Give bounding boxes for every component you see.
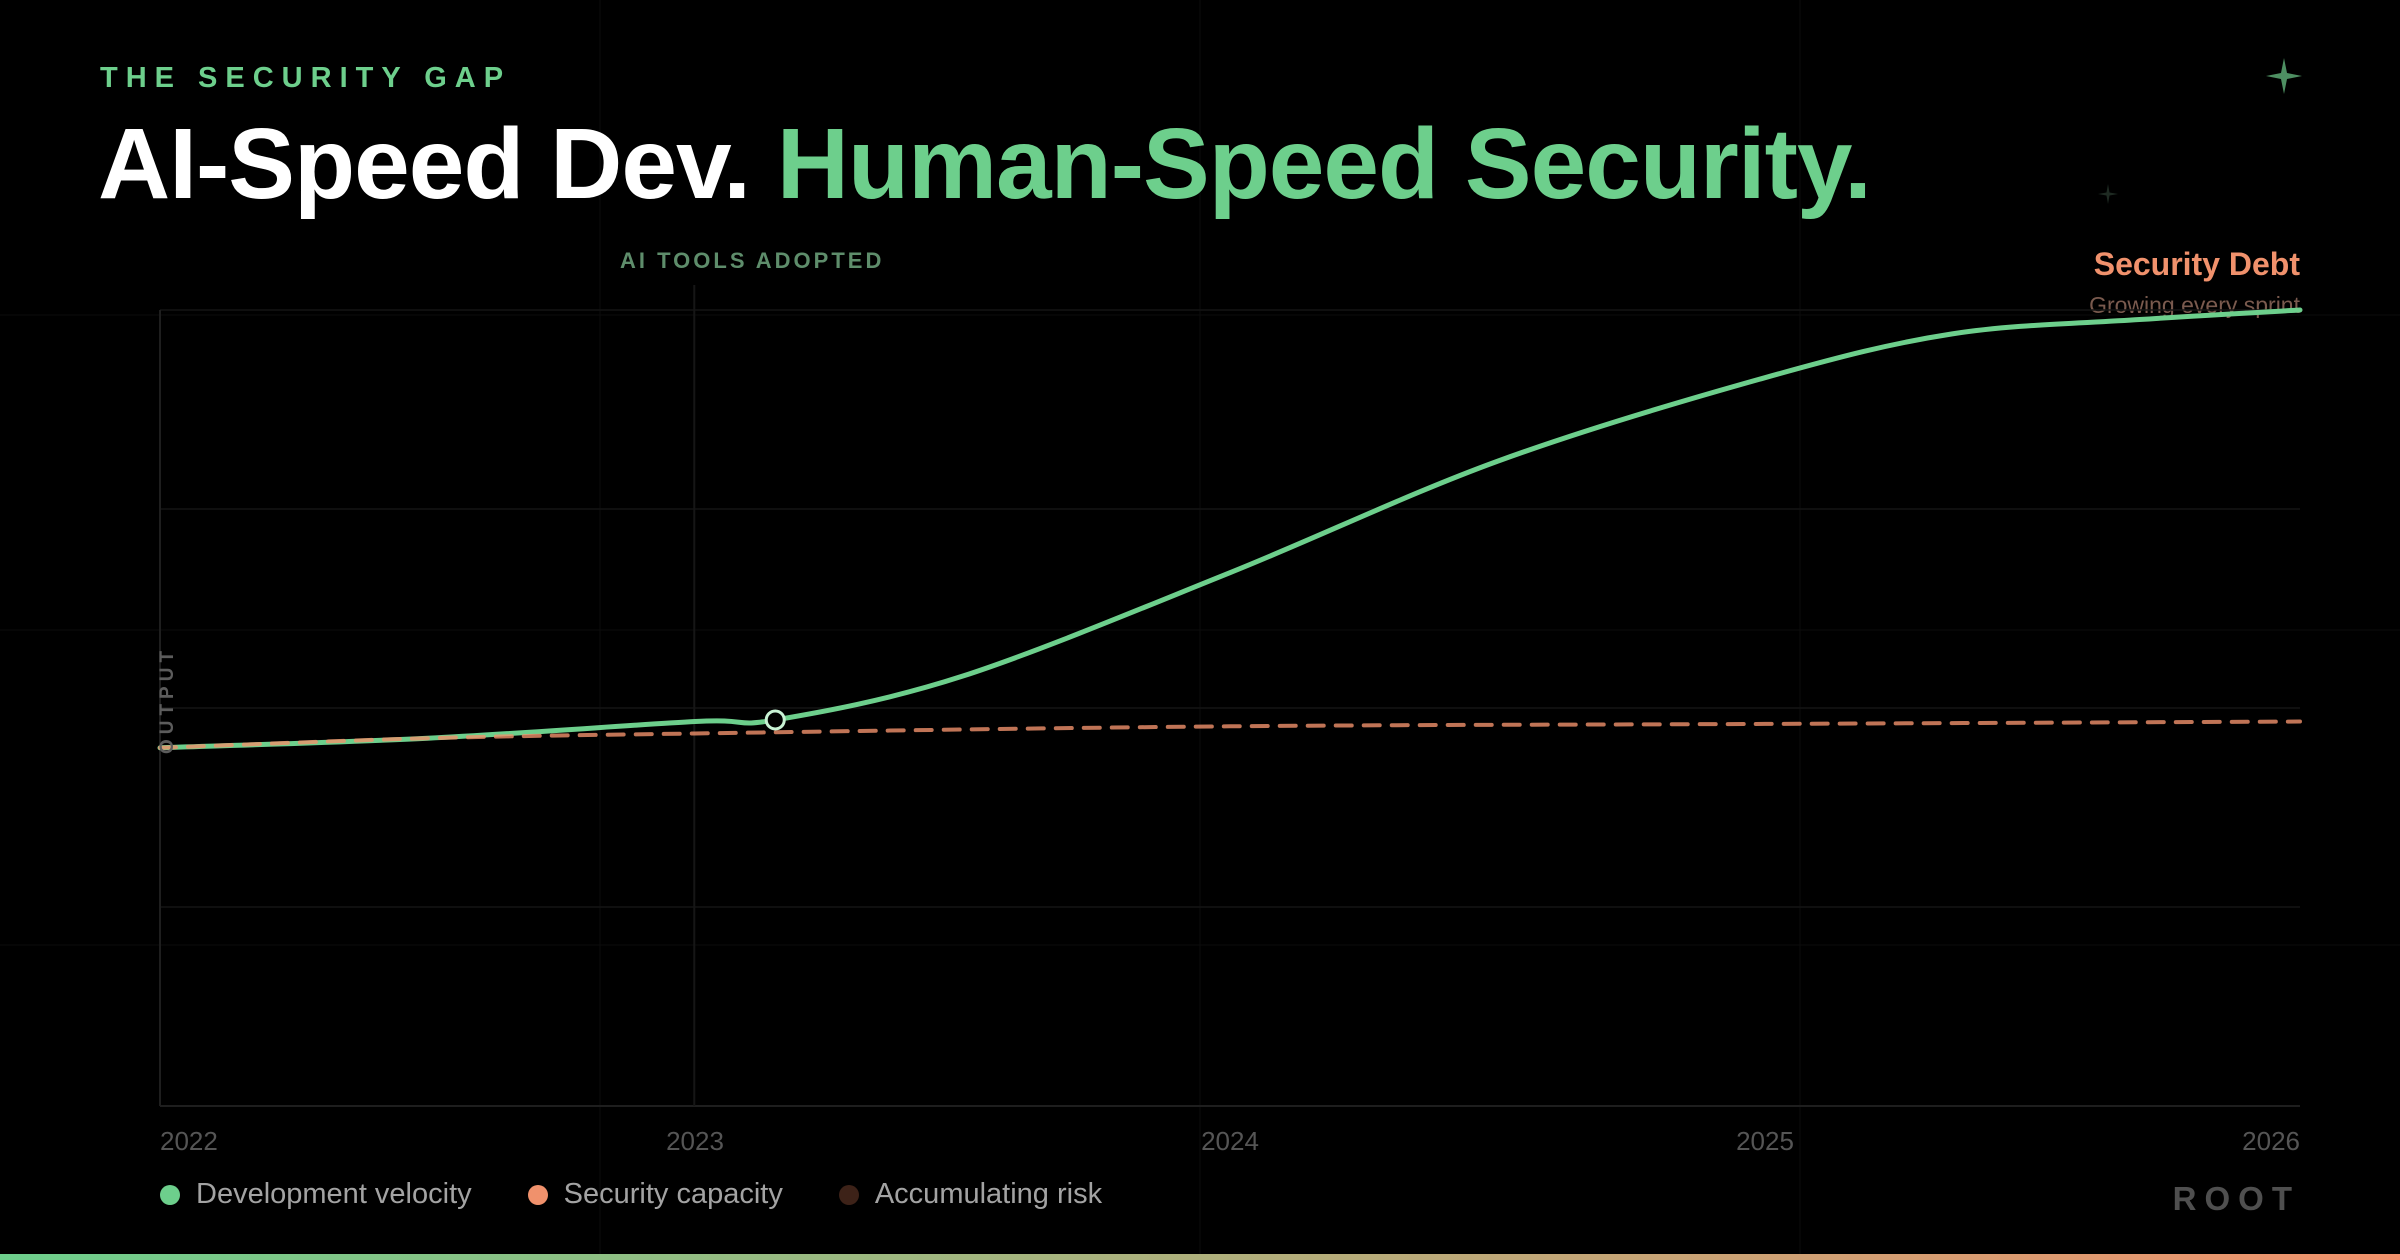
marker-label-ai-tools: AI TOOLS ADOPTED bbox=[620, 248, 885, 273]
security-debt-title: Security Debt bbox=[2093, 246, 2300, 282]
legend-dot-green bbox=[160, 1184, 180, 1205]
title-part-dev: AI-Speed Dev. bbox=[98, 108, 751, 220]
legend-label: Security capacity bbox=[563, 1178, 783, 1210]
x-tick-label: 2026 bbox=[2242, 1126, 2300, 1156]
legend-item-development-velocity: Development velocity bbox=[160, 1178, 472, 1211]
legend-item-security-capacity: Security capacity bbox=[527, 1178, 783, 1211]
bottom-gradient-bar bbox=[0, 1254, 2400, 1260]
x-tick-label: 2025 bbox=[1736, 1126, 1794, 1156]
series-line-security-capacity bbox=[158, 719, 2302, 750]
legend-item-accumulating-risk: Accumulating risk bbox=[838, 1178, 1103, 1211]
legend-label: Development velocity bbox=[196, 1178, 472, 1210]
small-sparkle-icon bbox=[2098, 184, 2118, 204]
legend-dot-orange bbox=[527, 1184, 548, 1205]
y-axis-label: OUTPUT bbox=[157, 645, 178, 755]
title-part-security: Human-Speed Security. bbox=[776, 108, 1872, 220]
x-tick-label: 2023 bbox=[666, 1126, 724, 1156]
x-tick-label: 2022 bbox=[160, 1126, 218, 1156]
eyebrow-label: THE SECURITY GAP bbox=[100, 62, 512, 94]
brand-logo: ROOT bbox=[2172, 1180, 2300, 1217]
legend-label: Accumulating risk bbox=[874, 1178, 1103, 1210]
chart-legend: Development velocity Security capacity A… bbox=[160, 1178, 1102, 1211]
x-tick-label: 2024 bbox=[1201, 1126, 1259, 1156]
sparkle-icon bbox=[2266, 58, 2302, 94]
marker-point-ai-tools bbox=[764, 709, 786, 731]
series-line-development-velocity bbox=[157, 307, 2303, 751]
page-title: AI-Speed Dev. Human-Speed Security. bbox=[98, 104, 1872, 224]
legend-dot-brown bbox=[838, 1184, 859, 1205]
